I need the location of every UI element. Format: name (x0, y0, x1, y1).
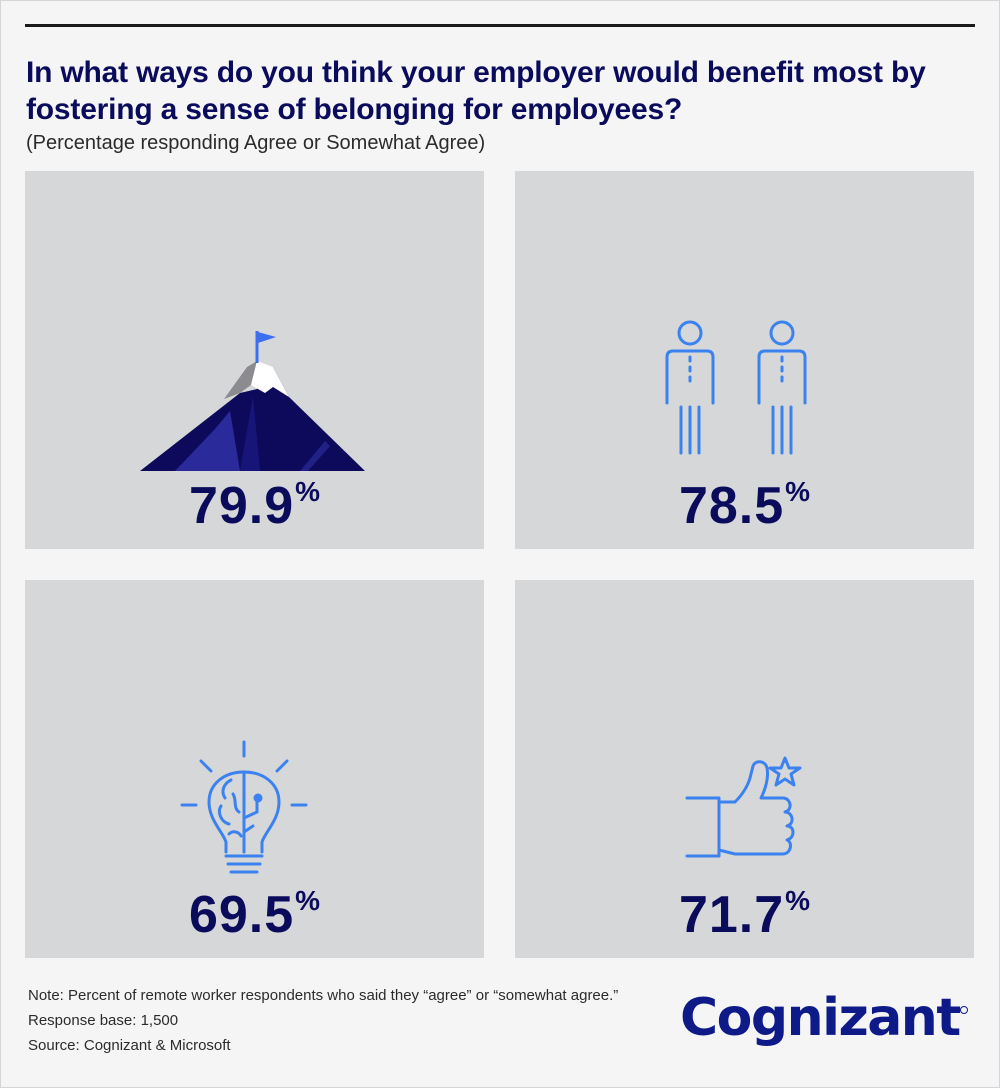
stat-panel-1: 79.9% (25, 171, 484, 549)
cognizant-logo: Cognizant (680, 988, 961, 1048)
top-rule (25, 24, 975, 27)
stat-panel-2: 78.5% (515, 171, 974, 549)
footnotes: Note: Percent of remote worker responden… (28, 983, 618, 1058)
percent-sign: % (785, 476, 811, 507)
stat-panel-3: 69.5% (25, 580, 484, 958)
stat-number: 69.5 (188, 886, 295, 944)
percent-sign: % (295, 885, 321, 916)
percent-sign: % (295, 476, 321, 507)
percent-sign: % (785, 885, 811, 916)
response-base-text: Response base: 1,500 (28, 1012, 179, 1029)
stat-panel-4: 71.7% (515, 580, 974, 958)
stat-value-3: 69.5% (25, 885, 484, 945)
person-icon (665, 320, 715, 455)
registered-mark (960, 1006, 968, 1014)
stat-value-2: 78.5% (515, 476, 974, 536)
stat-number: 79.9 (188, 477, 295, 535)
page-title: In what ways do you think your employer … (26, 56, 926, 126)
page-subtitle: (Percentage responding Agree or Somewhat… (26, 132, 486, 154)
thumbs-up-star-icon (685, 756, 802, 858)
person-icon (757, 320, 807, 455)
note-text: Note: Percent of remote worker responden… (28, 987, 619, 1004)
stat-value-4: 71.7% (515, 885, 974, 945)
stat-number: 78.5 (678, 477, 785, 535)
source-text: Source: Cognizant & Microsoft (28, 1037, 231, 1054)
two-people-icon (665, 320, 807, 455)
brain-lightbulb-icon (180, 740, 308, 874)
mountain-peak-flag-icon (140, 331, 365, 471)
stat-value-1: 79.9% (25, 476, 484, 536)
stat-number: 71.7 (678, 886, 785, 944)
